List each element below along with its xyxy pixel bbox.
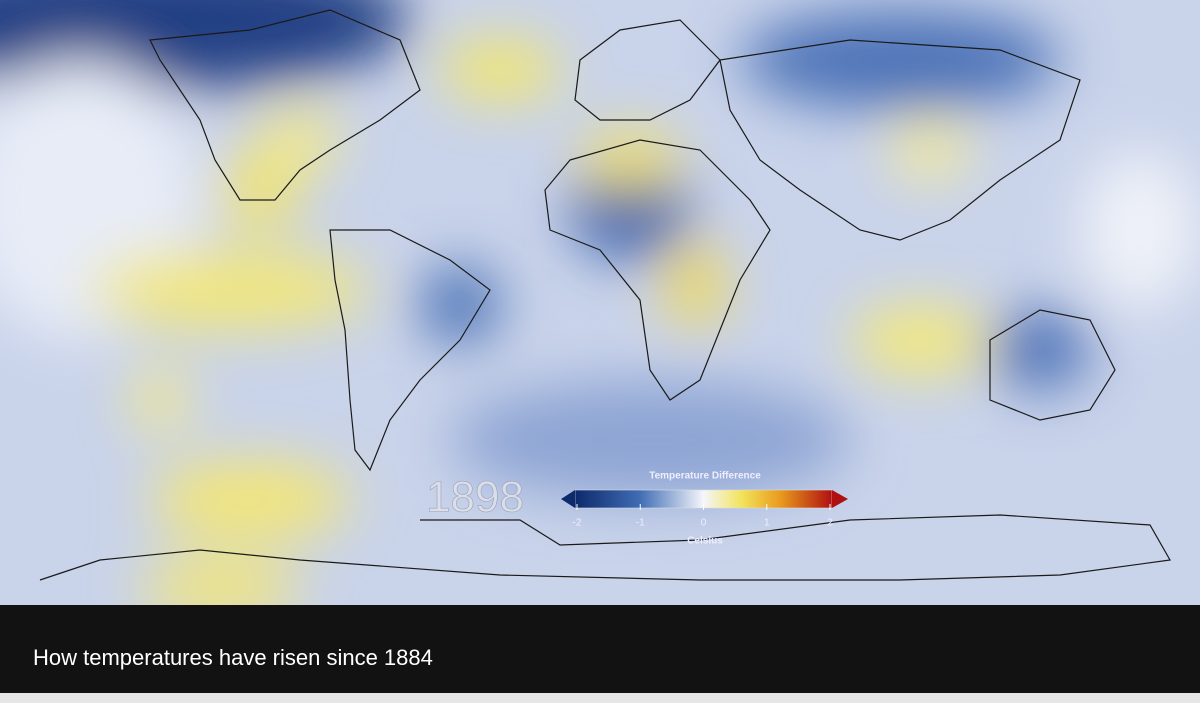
legend-tick-label: 1 xyxy=(764,518,770,529)
temperature-map: 1898 Temperature Difference Celsius -2 -1… xyxy=(0,0,1200,605)
continent-outlines xyxy=(39,9,1171,581)
legend-tick-label: -1 xyxy=(636,518,645,529)
legend-unit: Celsius xyxy=(687,536,723,547)
legend-tick-label: 2 xyxy=(827,518,833,529)
color-bar-arrow xyxy=(832,490,848,508)
temperature-field xyxy=(0,0,1200,605)
caption-text: How temperatures have risen since 1884 xyxy=(33,645,433,670)
caption-bar: How temperatures have risen since 1884 xyxy=(0,605,1200,693)
legend-tick-label: -2 xyxy=(573,518,582,529)
legend-title: Temperature Difference xyxy=(649,471,761,482)
year-label: 1898 xyxy=(426,473,524,522)
legend-tick-label: 0 xyxy=(701,518,707,529)
color-legend: Temperature Difference Celsius -2 -1 0 1 2 xyxy=(561,471,848,547)
color-bar-arrow xyxy=(561,490,575,508)
